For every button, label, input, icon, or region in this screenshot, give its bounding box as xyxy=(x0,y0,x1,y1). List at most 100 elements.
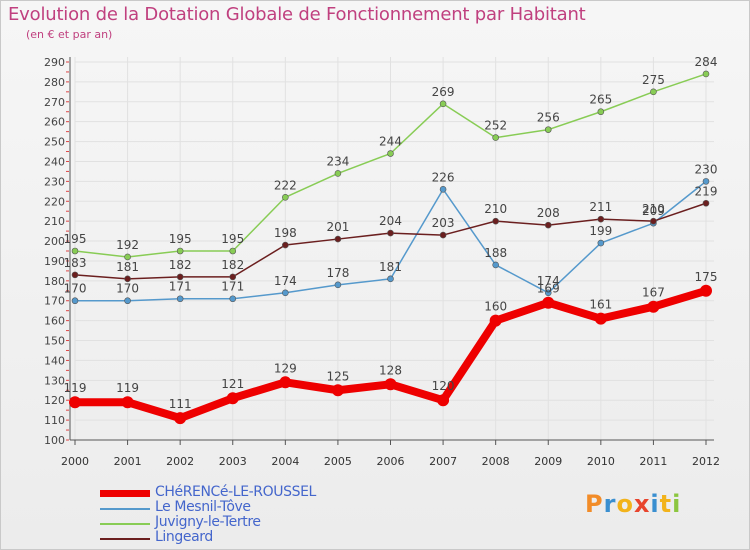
data-label: 182 xyxy=(221,258,244,272)
x-tick-label: 2000 xyxy=(61,455,89,468)
data-label: 192 xyxy=(116,238,139,252)
logo-letter: t xyxy=(659,490,673,518)
series-point xyxy=(124,253,131,261)
data-label: 174 xyxy=(274,274,297,288)
data-label: 119 xyxy=(116,381,139,395)
logo-letter: i xyxy=(672,490,682,518)
data-label: 234 xyxy=(326,154,349,168)
series-point xyxy=(439,186,447,193)
data-label: 209 xyxy=(642,204,665,218)
data-label: 208 xyxy=(537,206,560,220)
series-point xyxy=(71,297,79,305)
series-point xyxy=(282,289,289,297)
series-point xyxy=(439,100,447,108)
series-point xyxy=(124,297,131,305)
data-label: 199 xyxy=(589,224,612,238)
legend-swatch xyxy=(100,508,150,510)
y-tick-label: 210 xyxy=(44,215,65,228)
x-tick-label: 2001 xyxy=(114,455,142,468)
logo-letter: x xyxy=(633,490,651,518)
series-point xyxy=(124,275,131,283)
series-point xyxy=(334,235,342,243)
series-point xyxy=(647,300,660,313)
x-tick-label: 2002 xyxy=(166,455,194,468)
series-point xyxy=(650,217,657,225)
data-label: 222 xyxy=(274,178,297,192)
x-tick-label: 2005 xyxy=(324,455,352,468)
series-point xyxy=(492,217,499,225)
x-tick-label: 2003 xyxy=(219,455,247,468)
data-label: 111 xyxy=(169,397,192,411)
x-tick-label: 2011 xyxy=(639,455,667,468)
y-tick-label: 140 xyxy=(44,354,65,367)
x-tick-label: 2007 xyxy=(429,455,457,468)
series-point xyxy=(282,241,289,249)
x-tick-label: 2004 xyxy=(271,455,299,468)
series-point xyxy=(229,295,237,303)
legend-swatch xyxy=(100,523,150,525)
y-tick-label: 150 xyxy=(44,335,65,348)
series-point xyxy=(387,150,394,157)
x-tick-label: 2010 xyxy=(587,455,615,468)
data-label: 183 xyxy=(64,256,87,270)
series-point xyxy=(279,376,292,389)
axes: 1001101201301401501601701801902002102202… xyxy=(44,56,720,468)
series-point xyxy=(700,284,712,297)
data-label: 201 xyxy=(326,220,349,234)
data-label: 256 xyxy=(537,111,560,125)
series-point xyxy=(282,193,289,201)
series-point xyxy=(702,199,710,207)
data-label: 219 xyxy=(695,184,718,198)
logo-letter: o xyxy=(616,490,634,518)
data-label: 167 xyxy=(642,286,665,300)
data-label: 210 xyxy=(642,202,665,216)
series-point xyxy=(229,247,237,255)
data-label: 275 xyxy=(642,73,665,87)
data-label: 161 xyxy=(589,298,612,312)
chart-title: Evolution de la Dotation Globale de Fonc… xyxy=(8,4,586,25)
data-label: 182 xyxy=(169,258,192,272)
legend-label: Lingeard xyxy=(155,529,213,545)
data-label: 119 xyxy=(64,381,87,395)
y-tick-label: 280 xyxy=(44,76,65,89)
data-label: 181 xyxy=(379,260,402,274)
series-point xyxy=(594,312,607,325)
data-label: 203 xyxy=(432,216,455,230)
data-label: 171 xyxy=(221,280,244,294)
data-label: 198 xyxy=(274,226,297,240)
data-label: 169 xyxy=(537,282,560,296)
logo-letter: i xyxy=(650,490,660,518)
y-tick-label: 270 xyxy=(44,96,65,109)
series-point xyxy=(226,392,239,405)
data-label: 125 xyxy=(326,369,349,383)
y-tick-label: 100 xyxy=(44,434,65,447)
series-point xyxy=(229,273,237,281)
x-tick-label: 2008 xyxy=(482,455,510,468)
data-label: 128 xyxy=(379,363,402,377)
series-point xyxy=(650,88,657,96)
data-label: 269 xyxy=(432,85,455,99)
series-point xyxy=(544,221,552,229)
y-tick-label: 130 xyxy=(44,374,65,387)
y-tick-label: 240 xyxy=(44,155,65,168)
legend-label: Le Mesnil-Tôve xyxy=(155,499,251,515)
data-label: 129 xyxy=(274,361,297,375)
proxiti-logo: Proxiti xyxy=(585,490,681,518)
data-label: 170 xyxy=(116,282,139,296)
y-tick-label: 260 xyxy=(44,116,65,129)
data-label: 226 xyxy=(432,170,455,184)
logo-letter: r xyxy=(603,490,617,518)
series-point xyxy=(437,394,450,407)
series-point xyxy=(492,261,499,269)
y-tick-label: 250 xyxy=(44,136,65,149)
series-point xyxy=(176,273,184,281)
data-label: 195 xyxy=(64,232,87,246)
series-point xyxy=(597,108,605,116)
data-label: 284 xyxy=(695,55,718,69)
x-tick-label: 2009 xyxy=(534,455,562,468)
data-label: 265 xyxy=(589,93,612,107)
legend-swatch xyxy=(100,538,150,540)
y-tick-label: 120 xyxy=(44,394,65,407)
